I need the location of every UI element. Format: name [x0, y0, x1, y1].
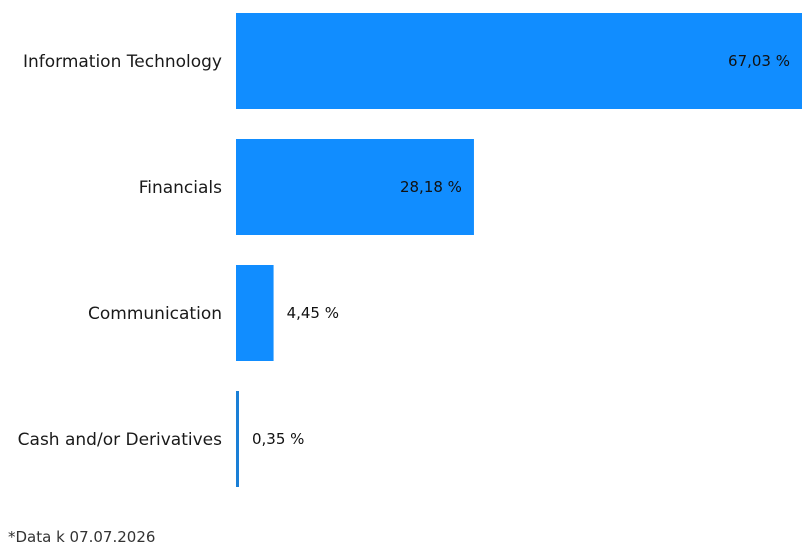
bar-chart: Information Technology 67,03 % Financials 2… — [18, 13, 802, 487]
value-label-1: 28,18 % — [400, 178, 462, 196]
footnote: *Data k 07.07.2026 — [8, 528, 156, 546]
category-label-0: Information Technology — [23, 52, 222, 72]
category-label-1: Financials — [139, 178, 222, 198]
value-label-3: 0,35 % — [252, 430, 304, 448]
value-label-0: 67,03 % — [728, 52, 790, 70]
category-label-2: Communication — [88, 304, 222, 324]
value-label-2: 4,45 % — [287, 304, 339, 322]
bar-3 — [236, 391, 239, 487]
bar-2 — [236, 265, 274, 361]
category-label-3: Cash and/or Derivatives — [18, 430, 222, 450]
chart-svg: Information Technology 67,03 % Financials 2… — [18, 13, 802, 487]
bar-0 — [236, 13, 802, 109]
bar-1 — [236, 139, 474, 235]
